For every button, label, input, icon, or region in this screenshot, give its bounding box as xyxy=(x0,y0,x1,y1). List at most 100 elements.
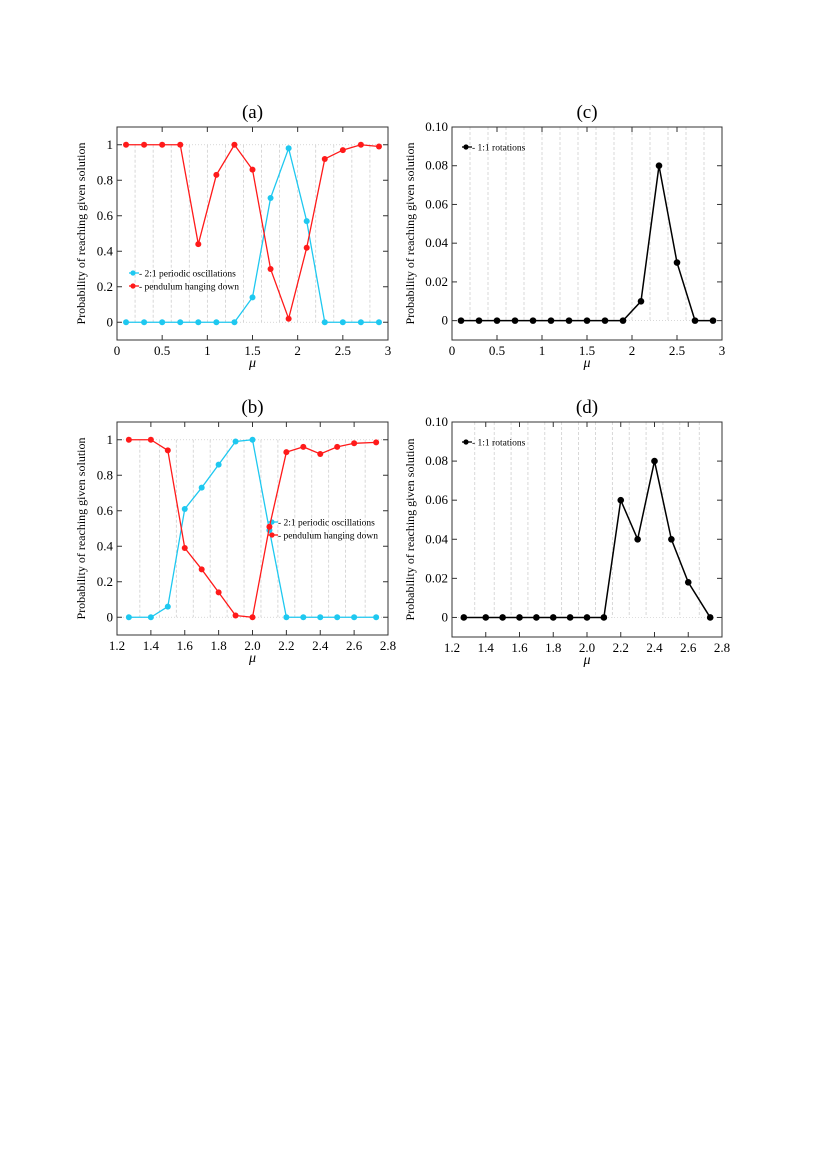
x-tick-label: 2.0 xyxy=(579,640,595,655)
data-point xyxy=(181,545,188,552)
data-point xyxy=(283,449,290,456)
x-tick-label: 2.8 xyxy=(714,640,730,655)
chart-title: (d) xyxy=(576,397,598,418)
y-tick-label: 0.8 xyxy=(97,172,113,187)
x-tick-label: 1.2 xyxy=(109,638,125,653)
x-tick-label: 1.4 xyxy=(478,640,495,655)
data-point xyxy=(351,440,358,447)
x-tick-label: 2.5 xyxy=(669,343,685,358)
y-tick-label: 0.02 xyxy=(425,570,448,585)
y-axis-label: Probability of reaching given solution xyxy=(403,439,417,621)
data-point xyxy=(684,578,692,586)
data-point xyxy=(566,614,574,621)
y-tick-label: 0.06 xyxy=(425,196,448,211)
data-point xyxy=(357,319,364,326)
chart-title: (a) xyxy=(242,102,263,123)
x-tick-label: 0 xyxy=(114,343,121,358)
data-point xyxy=(651,457,658,465)
y-axis-label: Probability of reaching given solution xyxy=(74,438,88,620)
x-tick-label: 1.6 xyxy=(177,638,194,653)
data-point xyxy=(159,319,166,326)
series-line xyxy=(461,165,713,322)
data-point xyxy=(457,317,465,324)
y-tick-label: 0.10 xyxy=(425,119,448,134)
y-tick-label: 0.10 xyxy=(425,414,448,429)
data-point xyxy=(177,319,184,326)
y-tick-label: 0.04 xyxy=(425,235,448,250)
y-tick-label: 0.2 xyxy=(97,279,113,294)
data-point xyxy=(321,155,328,162)
data-point xyxy=(339,147,346,154)
data-point xyxy=(499,614,506,621)
data-point xyxy=(231,141,238,148)
data-point xyxy=(147,614,154,621)
data-point xyxy=(529,317,537,324)
plot-frame xyxy=(451,126,723,341)
data-point xyxy=(164,603,171,610)
data-point xyxy=(709,317,717,324)
legend-label: - pendulum hanging down xyxy=(278,532,378,542)
data-point xyxy=(583,317,591,324)
x-tick-label: 1.4 xyxy=(143,638,160,653)
x-tick-label: 0.5 xyxy=(154,343,170,358)
data-point xyxy=(482,614,490,621)
data-point xyxy=(668,535,675,543)
data-point xyxy=(375,143,382,150)
y-tick-label: 0.08 xyxy=(425,453,448,468)
data-point xyxy=(565,317,573,324)
data-point xyxy=(249,436,256,443)
data-point xyxy=(181,505,188,512)
data-point xyxy=(213,171,220,178)
y-axis-label: Probability of reaching given solution xyxy=(74,143,88,325)
x-tick-label: 3 xyxy=(385,343,392,358)
chart-title: (b) xyxy=(241,397,263,418)
data-point xyxy=(334,443,341,450)
data-point xyxy=(460,614,468,621)
data-point xyxy=(357,141,364,148)
x-axis-label: μ xyxy=(582,356,590,371)
data-point xyxy=(634,535,641,543)
data-point xyxy=(195,241,202,248)
x-tick-label: 2.6 xyxy=(346,638,363,653)
data-point xyxy=(516,614,523,621)
data-point xyxy=(600,614,608,621)
data-point xyxy=(373,439,380,446)
data-point xyxy=(303,244,310,251)
data-point xyxy=(232,438,239,445)
data-point xyxy=(285,145,292,152)
data-point xyxy=(373,614,380,621)
data-point xyxy=(215,461,222,468)
data-point xyxy=(637,297,645,305)
y-tick-label: 0.4 xyxy=(97,243,114,258)
data-point xyxy=(232,612,239,619)
legend-marker xyxy=(269,532,275,538)
y-tick-label: 0.8 xyxy=(97,467,113,482)
data-point xyxy=(123,319,130,326)
x-axis-label: μ xyxy=(248,651,256,666)
legend-marker xyxy=(463,439,469,445)
data-point xyxy=(141,319,148,326)
data-point xyxy=(339,319,346,326)
data-point xyxy=(475,317,483,324)
data-point xyxy=(266,523,273,530)
y-tick-label: 0 xyxy=(107,609,114,624)
chart-panel-a: 0 0.5 1 1.5 2 2.5 3 0 0.2 0.4 0.6 0.8 1 (a) μ Probabili… xyxy=(74,102,391,371)
legend-marker xyxy=(463,144,469,150)
plot-frame xyxy=(116,126,389,341)
legend-label: - pendulum hanging down xyxy=(139,283,239,293)
x-tick-label: 1.8 xyxy=(545,640,561,655)
x-tick-label: 0.5 xyxy=(489,343,505,358)
data-point xyxy=(285,315,292,322)
data-point xyxy=(303,218,310,225)
y-tick-label: 0 xyxy=(442,313,449,328)
x-tick-label: 1.6 xyxy=(511,640,528,655)
x-tick-label: 2 xyxy=(629,343,636,358)
plot-frame xyxy=(451,421,723,638)
legend-label: - 1:1 rotations xyxy=(472,439,526,449)
data-point xyxy=(617,496,625,504)
data-point xyxy=(547,317,555,324)
data-point xyxy=(321,319,328,326)
data-point xyxy=(619,317,627,324)
data-point xyxy=(249,166,256,173)
